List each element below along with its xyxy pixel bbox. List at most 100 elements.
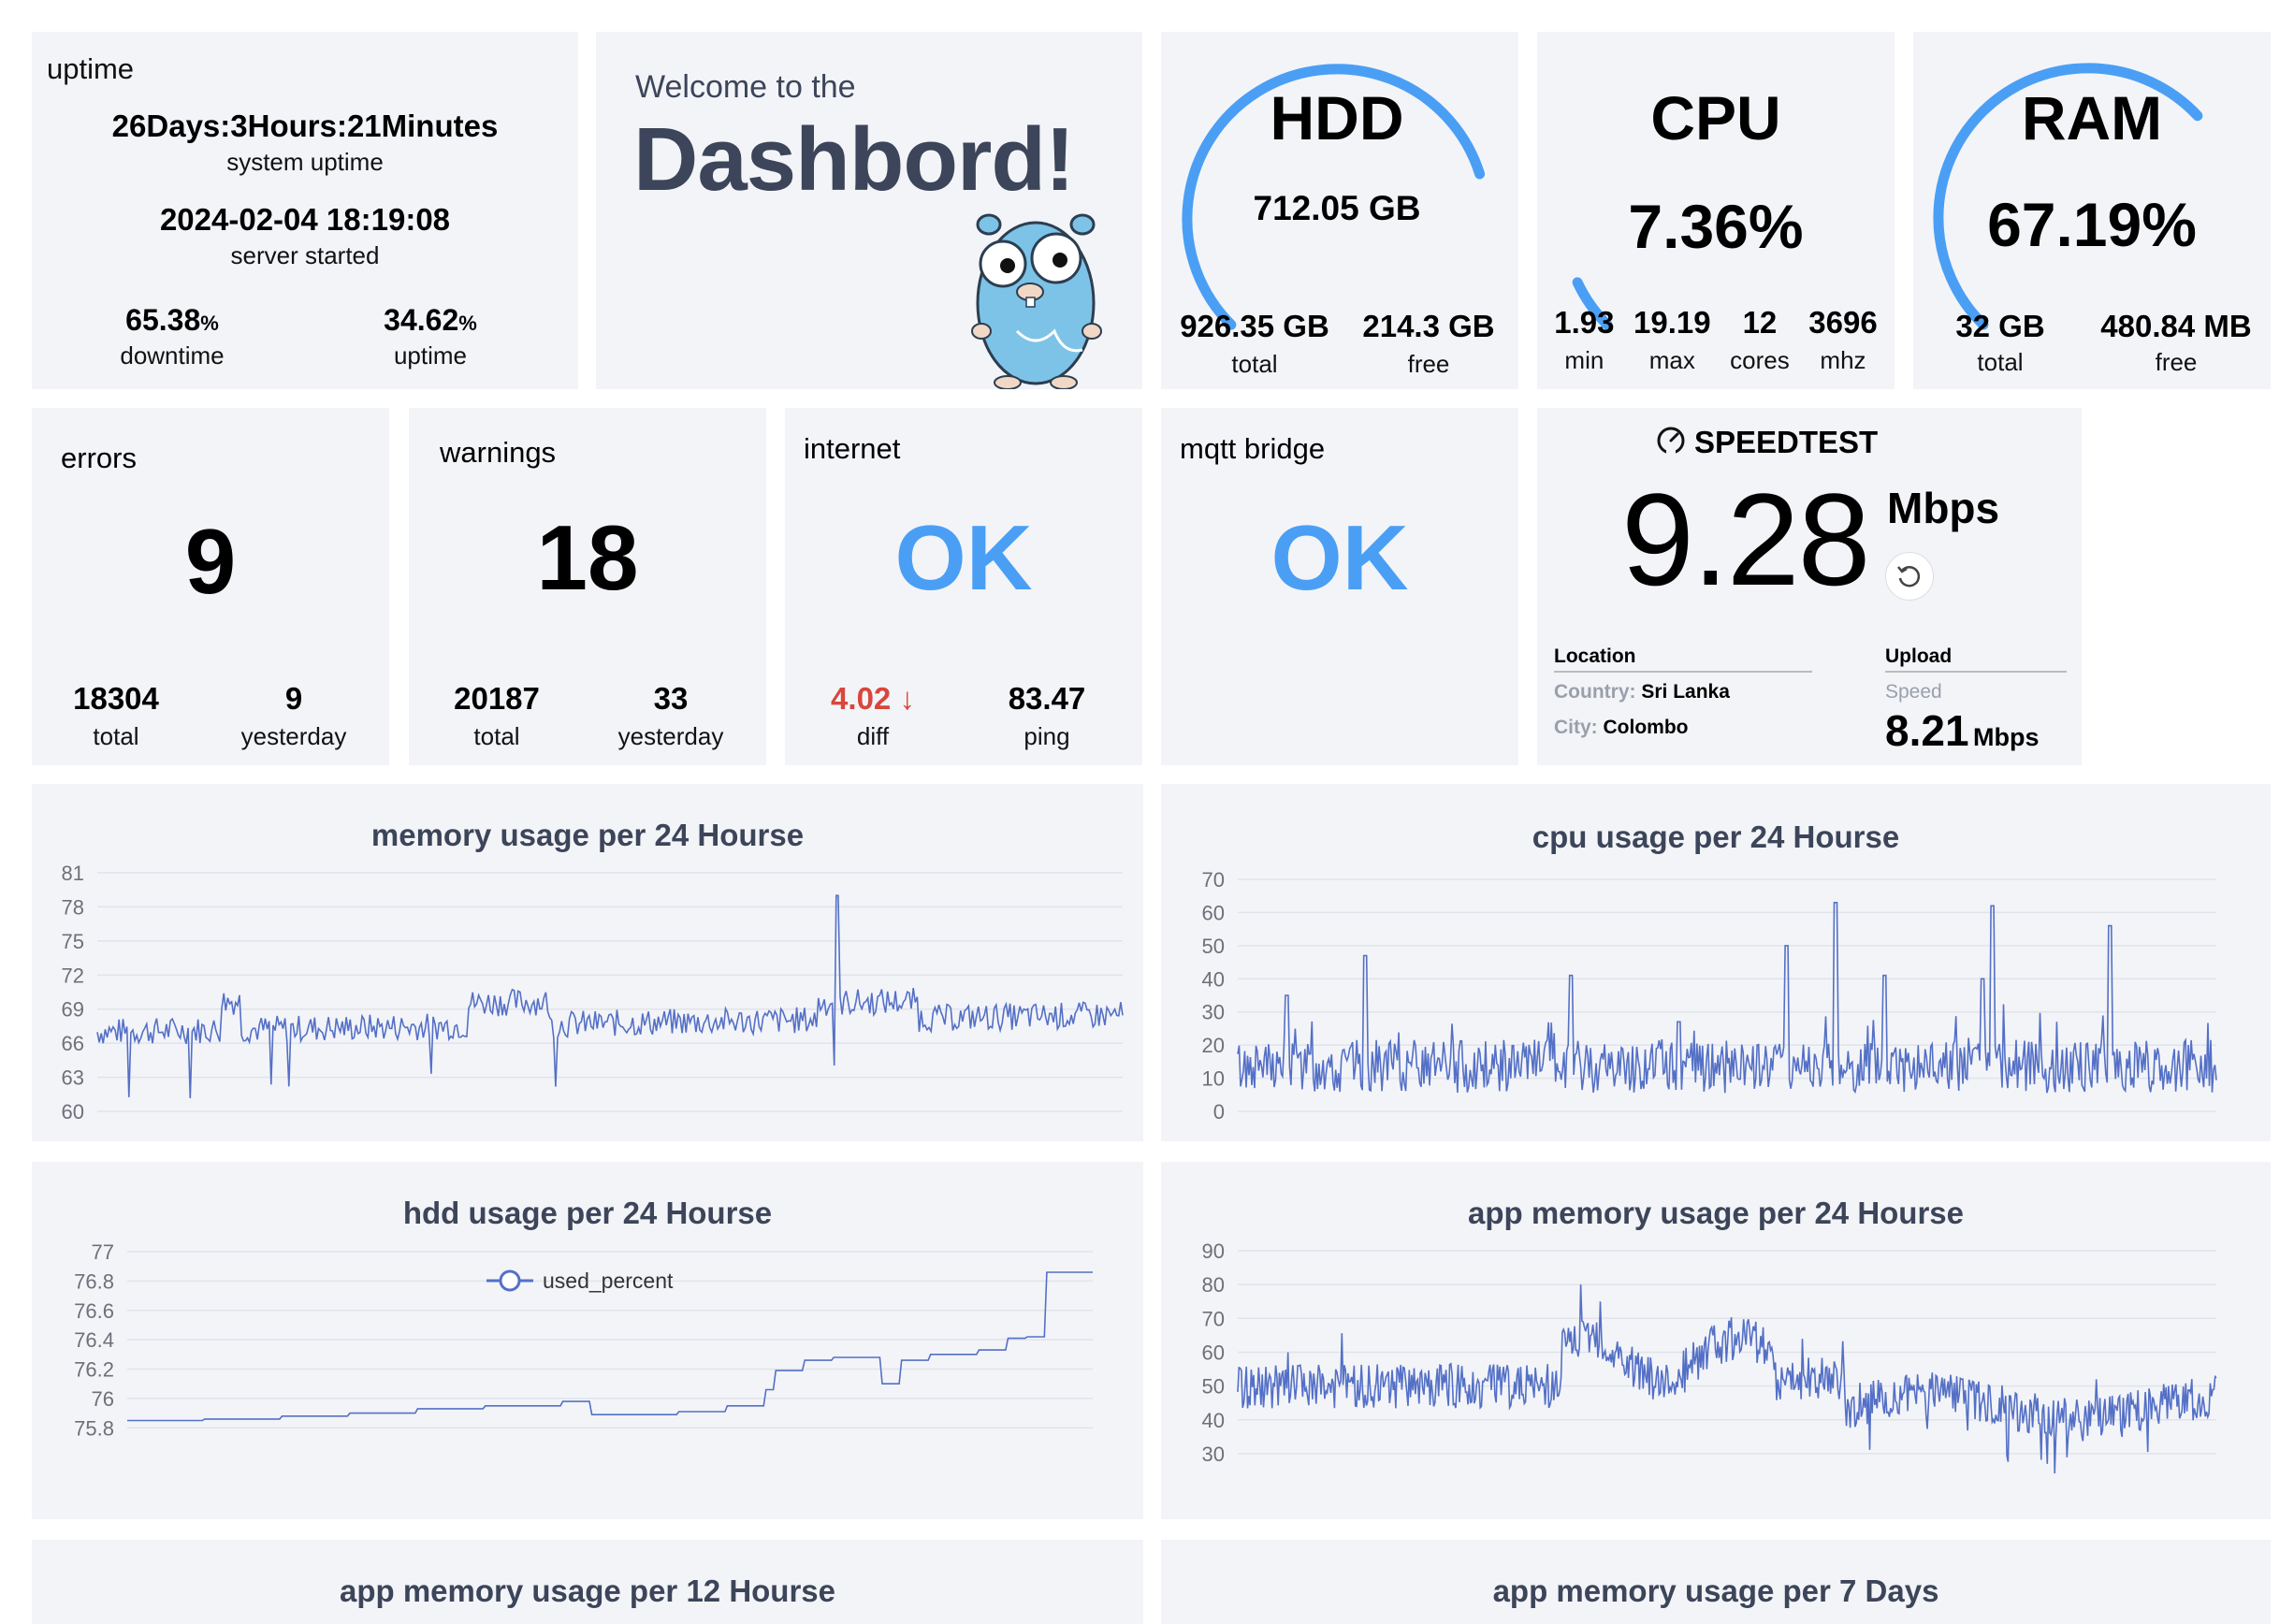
cpu-series-line <box>1237 902 2217 1095</box>
welcome-heading: Dashbord! <box>633 109 1075 210</box>
y-tick-label: 50 <box>1202 1375 1225 1399</box>
location-header: Location <box>1554 645 1636 667</box>
cpu-max-label: max <box>1648 346 1695 374</box>
y-tick-label: 30 <box>1202 1443 1225 1466</box>
gopher-mascot-icon <box>971 213 1102 389</box>
y-tick-label: 63 <box>62 1066 84 1090</box>
upload-header: Upload <box>1885 645 1953 667</box>
ram-card: RAM 67.19% 32 GB total 480.84 MB free <box>1913 32 2271 389</box>
cpu-chart: 70 60 50 40 30 20 10 0 <box>1202 868 2217 1124</box>
hdd-free-label: free <box>1407 350 1450 378</box>
speedometer-icon <box>1657 427 1685 455</box>
hdd-total: 926.35 GB total <box>1170 309 1339 379</box>
y-tick-label: 40 <box>1202 1409 1225 1432</box>
y-tick-label: 66 <box>62 1032 84 1055</box>
errors-card: errors 9 18304 total 9 yesterday <box>32 408 389 765</box>
y-tick-label: 60 <box>1202 901 1225 924</box>
ram-free-label: free <box>2155 348 2198 376</box>
uptime-percent-unit: % <box>458 312 477 335</box>
welcome-subtitle: Welcome to the <box>635 69 856 105</box>
y-tick-label: 69 <box>62 998 84 1022</box>
downtime-label: downtime <box>120 341 225 370</box>
hdd-free-value: 214.3 GB <box>1362 309 1495 343</box>
app-memory-12h-chart-card: app memory usage per 12 Hourse <box>32 1540 1143 1624</box>
app-memory-7d-chart-card: app memory usage per 7 Days <box>1161 1540 2271 1624</box>
upload-speed: 8.21 Mbps <box>1885 705 2039 756</box>
cpu-chart-title: cpu usage per 24 Hourse <box>1532 819 1900 854</box>
memory-chart: 81 78 75 72 69 66 63 60 <box>62 862 1124 1124</box>
y-tick-label: 40 <box>1202 967 1225 991</box>
y-tick-label: 30 <box>1202 1001 1225 1024</box>
hdd-title: HDD <box>1270 83 1404 152</box>
speedtest-value: 9.28 <box>1621 466 1870 613</box>
ram-gauge <box>1933 63 2203 330</box>
errors-total-value: 18304 <box>73 681 159 716</box>
upload-speed-label: Speed <box>1885 681 1942 703</box>
hdd-card: HDD 712.05 GB 926.35 GB total 214.3 GB f… <box>1161 32 1518 389</box>
hdd-chart-title: hdd usage per 24 Hourse <box>402 1196 773 1230</box>
ram-total-label: total <box>1977 348 2024 376</box>
internet-title: internet <box>804 432 901 465</box>
restart-test-button[interactable] <box>1885 552 1934 601</box>
legend-label: used_percent <box>543 1268 674 1293</box>
y-tick-label: 60 <box>62 1100 84 1124</box>
mqtt-card: mqtt bridge OK <box>1161 408 1518 765</box>
hdd-series-line <box>127 1271 1093 1422</box>
cpu-gauge <box>1572 277 1613 330</box>
legend-line-circle-icon <box>486 1269 533 1292</box>
ram-free-value: 480.84 MB <box>2100 309 2252 343</box>
y-tick-label: 78 <box>62 895 84 919</box>
uptime-stat: 34.62% uptime <box>327 303 533 370</box>
ram-title: RAM <box>2021 83 2163 152</box>
cpu-card: CPU 7.36% 1.93 min 19.19 max 12 cores 3696 m… <box>1537 32 1895 389</box>
cpu-stat-mhz: 3696 mhz <box>1808 305 1877 375</box>
warnings-total-value: 20187 <box>454 681 540 716</box>
y-tick-label: 20 <box>1202 1034 1225 1057</box>
down-arrow-icon: ↓ <box>899 681 915 716</box>
cpu-stat-max: 19.19 max <box>1633 305 1711 375</box>
cpu-mhz-value: 3696 <box>1808 305 1878 340</box>
app-memory-12h-chart-title: app memory usage per 12 Hourse <box>339 1573 836 1608</box>
warnings-total-label: total <box>473 722 520 750</box>
mqtt-title: mqtt bridge <box>1180 432 1326 465</box>
y-tick-label: 76.8 <box>74 1269 114 1293</box>
y-tick-label: 50 <box>1202 935 1225 958</box>
memory-chart-title: memory usage per 24 Hourse <box>370 818 805 852</box>
upload-unit: Mbps <box>1972 723 2040 751</box>
hdd-chart-card: hdd usage per 24 Hourse 77 76.8 76.6 76.4 76… <box>32 1162 1143 1519</box>
memory-series-line <box>96 894 1124 1099</box>
errors-yesterday: 9 yesterday <box>219 681 369 751</box>
speedtest-card: SPEEDTEST 9.28 Mbps Location Country: Sr… <box>1537 408 2082 765</box>
y-tick-label: 76.4 <box>74 1328 114 1352</box>
app-memory-24h-chart-card: app memory usage per 24 Hourse 90 80 70 60 5… <box>1161 1162 2271 1519</box>
mqtt-status: OK <box>1270 506 1409 609</box>
errors-count: 9 <box>184 510 237 613</box>
warnings-yesterday-label: yesterday <box>617 722 724 750</box>
hdd-free: 214.3 GB free <box>1344 309 1513 379</box>
y-tick-label: 90 <box>1202 1240 1225 1263</box>
internet-diff-label: diff <box>856 722 890 750</box>
app-memory-24h-chart-title: app memory usage per 24 Hourse <box>1467 1196 1965 1230</box>
uptime-percent-value: 34.62 <box>384 303 459 337</box>
welcome-card: Welcome to the Dashbord! <box>596 32 1142 389</box>
app-memory-24h-chart: 90 80 70 60 50 40 30 <box>1202 1240 2217 1474</box>
upload-divider <box>1885 671 2067 673</box>
cpu-max-value: 19.19 <box>1633 305 1711 340</box>
city-value: Colombo <box>1603 717 1689 738</box>
internet-diff-value: 4.02 <box>831 681 892 716</box>
y-tick-label: 80 <box>1202 1273 1225 1297</box>
uptime-duration: 26Days:3Hours:21Minutes <box>111 109 499 143</box>
hdd-chart-legend[interactable]: used_percent <box>486 1267 673 1295</box>
hdd-total-value: 926.35 GB <box>1180 309 1329 343</box>
cpu-stat-min: 1.93 min <box>1554 305 1614 375</box>
cpu-stat-cores: 12 cores <box>1730 305 1790 375</box>
y-tick-label: 72 <box>62 964 84 987</box>
refresh-icon <box>1897 566 1921 587</box>
cpu-title: CPU <box>1650 83 1781 152</box>
cpu-min-label: min <box>1564 346 1604 374</box>
internet-card: internet OK 4.02 ↓ diff 83.47 ping <box>785 408 1142 765</box>
downtime-value: 65.38 <box>125 303 201 337</box>
downtime-stat: 65.38% downtime <box>69 303 275 370</box>
country-value: Sri Lanka <box>1641 681 1730 703</box>
cpu-stats: 1.93 min 19.19 max 12 cores 3696 mhz <box>1545 305 1887 375</box>
